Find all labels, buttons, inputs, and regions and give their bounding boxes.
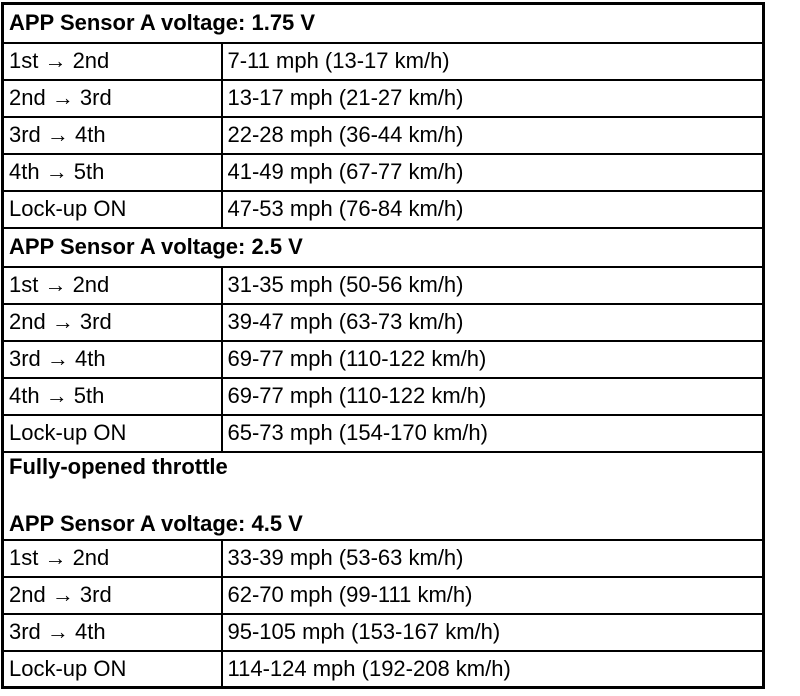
speed-range-cell: 13-17 mph (21-27 km/h) [220,78,765,118]
table-row: Lock-up ON 114-124 mph (192-208 km/h) [1,649,765,689]
table-row: 2nd → 3rd 39-47 mph (63-73 km/h) [1,302,765,342]
speed-range-cell: 22-28 mph (36-44 km/h) [220,115,765,155]
shift-point-table: APP Sensor A voltage: 1.75 V 1st → 2nd 7… [1,2,765,689]
table-row: Lock-up ON 65-73 mph (154-170 km/h) [1,413,765,453]
gear-shift-cell: Lock-up ON [1,649,223,689]
gear-shift-cell: 2nd → 3rd [1,302,223,342]
section-header-voltage-1-75: APP Sensor A voltage: 1.75 V [1,2,765,44]
section-header-voltage-4-5: APP Sensor A voltage: 4.5 V [9,511,303,536]
speed-range-cell: 33-39 mph (53-63 km/h) [220,538,765,578]
table-row: 3rd → 4th 95-105 mph (153-167 km/h) [1,612,765,652]
gear-shift-cell: 3rd → 4th [1,612,223,652]
speed-range-cell: 62-70 mph (99-111 km/h) [220,575,765,615]
section-header-full-throttle: Fully-opened throttle APP Sensor A volta… [1,450,765,541]
section-header-row: APP Sensor A voltage: 1.75 V [1,2,765,44]
gear-shift-cell: 1st → 2nd [1,41,223,81]
table-row: 4th → 5th 69-77 mph (110-122 km/h) [1,376,765,416]
gear-shift-cell: 3rd → 4th [1,339,223,379]
gear-shift-cell: Lock-up ON [1,413,223,453]
speed-range-cell: 47-53 mph (76-84 km/h) [220,189,765,229]
gear-shift-cell: 4th → 5th [1,152,223,192]
section-header-voltage-2-5: APP Sensor A voltage: 2.5 V [1,226,765,268]
gear-shift-cell: 4th → 5th [1,376,223,416]
section-header-row: Fully-opened throttle APP Sensor A volta… [1,450,765,541]
speed-range-cell: 31-35 mph (50-56 km/h) [220,265,765,305]
table-row: 3rd → 4th 22-28 mph (36-44 km/h) [1,115,765,155]
speed-range-cell: 69-77 mph (110-122 km/h) [220,376,765,416]
table-row: 1st → 2nd 31-35 mph (50-56 km/h) [1,265,765,305]
gear-shift-cell: 1st → 2nd [1,538,223,578]
speed-range-cell: 69-77 mph (110-122 km/h) [220,339,765,379]
table-row: 4th → 5th 41-49 mph (67-77 km/h) [1,152,765,192]
speed-range-cell: 39-47 mph (63-73 km/h) [220,302,765,342]
table-row: Lock-up ON 47-53 mph (76-84 km/h) [1,189,765,229]
speed-range-cell: 7-11 mph (13-17 km/h) [220,41,765,81]
table-row: 3rd → 4th 69-77 mph (110-122 km/h) [1,339,765,379]
section-header-row: APP Sensor A voltage: 2.5 V [1,226,765,268]
table-row: 1st → 2nd 7-11 mph (13-17 km/h) [1,41,765,81]
table-row: 1st → 2nd 33-39 mph (53-63 km/h) [1,538,765,578]
speed-range-cell: 114-124 mph (192-208 km/h) [220,649,765,689]
gear-shift-cell: 1st → 2nd [1,265,223,305]
gear-shift-cell: 2nd → 3rd [1,575,223,615]
gear-shift-cell: 2nd → 3rd [1,78,223,118]
gear-shift-cell: 3rd → 4th [1,115,223,155]
table-row: 2nd → 3rd 62-70 mph (99-111 km/h) [1,575,765,615]
table-row: 2nd → 3rd 13-17 mph (21-27 km/h) [1,78,765,118]
speed-range-cell: 65-73 mph (154-170 km/h) [220,413,765,453]
speed-range-cell: 41-49 mph (67-77 km/h) [220,152,765,192]
speed-range-cell: 95-105 mph (153-167 km/h) [220,612,765,652]
gear-shift-cell: Lock-up ON [1,189,223,229]
throttle-condition-label: Fully-opened throttle [9,454,228,479]
